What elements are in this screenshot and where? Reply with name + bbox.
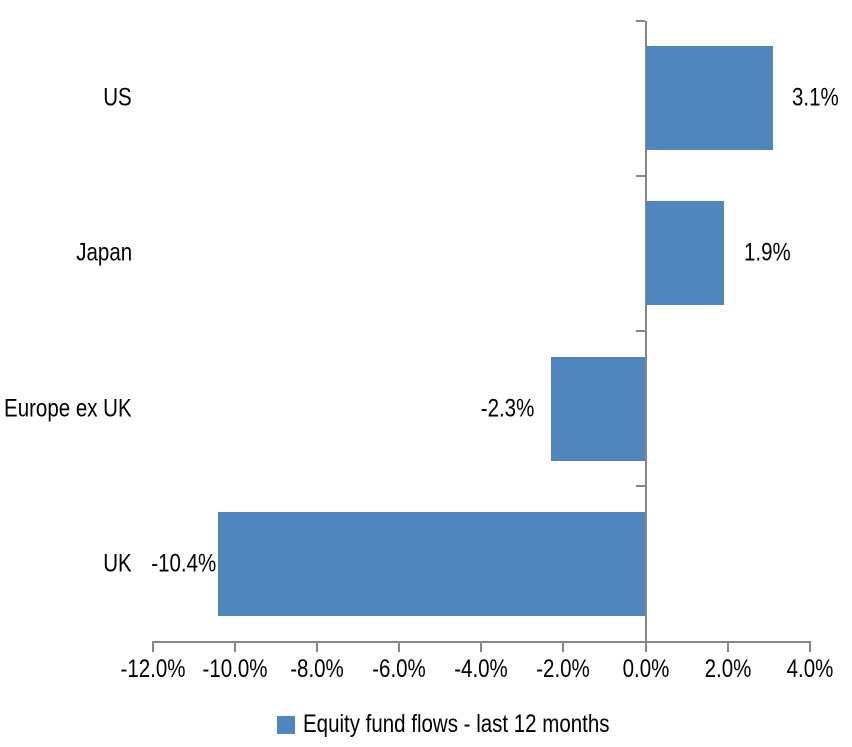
data-label-us: 3.1% (791, 83, 839, 112)
x-axis-tick-label: 4.0% (786, 655, 834, 683)
bar-japan (645, 201, 724, 306)
x-axis-tick-label: 0.0% (622, 655, 669, 683)
category-axis-tick (635, 19, 645, 22)
x-axis-tick-label: 2.0% (704, 655, 751, 683)
x-axis-tick (808, 641, 811, 652)
x-axis-tick-label: -2.0% (536, 655, 591, 683)
bar-europe-ex-uk (551, 356, 646, 461)
x-axis-tick (151, 641, 154, 652)
bar-uk (218, 511, 646, 616)
x-axis-tick (562, 641, 565, 652)
category-axis-tick (635, 330, 645, 332)
chart-legend: Equity fund flows - last 12 months (277, 710, 677, 739)
x-axis-tick-label: -4.0% (454, 655, 509, 683)
x-axis-tick (398, 641, 401, 652)
data-label-uk: -10.4% (151, 549, 217, 578)
x-axis-tick-label: -8.0% (290, 655, 344, 683)
x-axis-tick (644, 641, 647, 652)
category-axis-tick (635, 485, 645, 488)
bar-us (645, 46, 773, 151)
data-label-europe-ex-uk: -2.3% (480, 394, 535, 423)
category-axis-tick (635, 640, 645, 643)
x-axis-tick (726, 641, 729, 652)
legend-square-marker (277, 715, 295, 734)
category-axis-line (644, 20, 647, 643)
category-label-japan: Japan (76, 239, 132, 267)
x-axis-tick (233, 641, 236, 652)
x-axis-tick (316, 641, 319, 652)
legend-label: Equity fund flows - last 12 months (303, 710, 610, 738)
data-label-japan: 1.9% (743, 239, 791, 267)
x-axis-tick-label: -6.0% (372, 655, 426, 683)
x-axis-tick-label: -12.0% (120, 655, 186, 683)
category-label-uk: UK (103, 549, 132, 578)
category-axis-tick (635, 174, 645, 177)
category-label-us: US (103, 83, 132, 112)
x-axis-tick (480, 641, 483, 652)
x-axis-tick-label: -10.0% (202, 655, 268, 683)
category-label-europe-ex-uk: Europe ex UK (4, 394, 132, 423)
